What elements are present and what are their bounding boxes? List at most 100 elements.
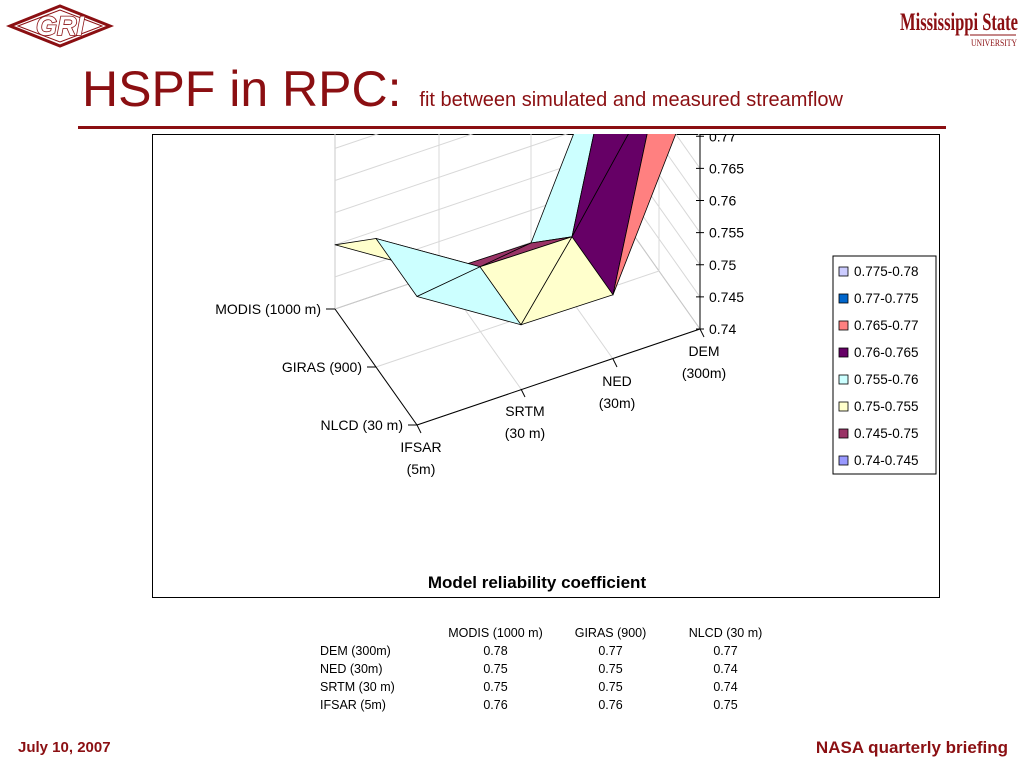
data-table: MODIS (1000 m) GIRAS (900) NLCD (30 m) D… xyxy=(320,624,783,714)
legend-swatch xyxy=(838,293,849,304)
table-header-cell: GIRAS (900) xyxy=(574,626,647,640)
category-label-line: (300m) xyxy=(682,365,726,381)
legend-item: 0.745-0.75 xyxy=(838,426,919,441)
category-label: DEM (300m) xyxy=(682,343,726,381)
table-cell: 0.75 xyxy=(483,680,508,694)
table-row-label: NED (30m) xyxy=(320,662,383,676)
z-tick-label: 0.745 xyxy=(709,289,744,305)
table-header-cell: MODIS (1000 m) xyxy=(448,626,543,640)
legend-swatch xyxy=(838,401,849,412)
category-label-line: (30m) xyxy=(599,395,636,411)
table-row: SRTM (30 m) 0.75 0.75 0.74 xyxy=(320,678,783,696)
z-tick-label: 0.765 xyxy=(709,160,744,176)
slide-subtitle: fit between simulated and measured strea… xyxy=(419,89,843,111)
legend-label: 0.765-0.77 xyxy=(854,318,919,333)
legend: 0.775-0.78 0.77-0.775 0.765-0.77 0.76-0.765… xyxy=(832,255,937,475)
mississippi-state-logo: Mississippi State UNIVERSITY xyxy=(898,2,1020,52)
legend-swatch xyxy=(838,455,849,466)
category-label-line: IFSAR xyxy=(400,439,441,455)
surface-facet xyxy=(520,236,614,326)
table-cell: 0.77 xyxy=(713,644,738,658)
table-cell: 0.76 xyxy=(598,698,623,712)
table-header-row: MODIS (1000 m) GIRAS (900) NLCD (30 m) xyxy=(320,624,783,642)
slide-title-main: HSPF in RPC: xyxy=(82,61,402,117)
msu-logo-graphic: Mississippi State UNIVERSITY xyxy=(900,9,1018,48)
gri-logo: GRI xyxy=(4,4,116,48)
legend-swatch xyxy=(838,347,849,358)
table-cell: 0.74 xyxy=(713,662,738,676)
legend-item: 0.755-0.76 xyxy=(838,372,919,387)
category-label-line: (5m) xyxy=(407,461,436,477)
category-tick xyxy=(520,388,526,398)
category-tick xyxy=(416,424,422,434)
legend-swatch xyxy=(838,374,849,385)
slide-title: HSPF in RPC: fit between simulated and m… xyxy=(82,64,843,114)
table-cell: 0.76 xyxy=(483,698,508,712)
series-label: MODIS (1000 m) xyxy=(215,301,321,317)
series-label: NLCD (30 m) xyxy=(321,417,403,433)
gri-logo-graphic: GRI xyxy=(5,4,115,48)
table-header-cell xyxy=(320,624,438,642)
gridline xyxy=(334,134,701,201)
legend-label: 0.76-0.765 xyxy=(854,345,919,360)
legend-item: 0.76-0.765 xyxy=(838,345,919,360)
category-label-line: (30 m) xyxy=(505,425,545,441)
surface-chart: 0.740.7450.750.7550.760.7650.770.7750.78… xyxy=(215,134,937,592)
category-label: NED (30m) xyxy=(599,373,636,411)
table-row-label: DEM (300m) xyxy=(320,644,391,658)
series-label: GIRAS (900) xyxy=(282,359,362,375)
table-header: MODIS (1000 m) GIRAS (900) NLCD (30 m) xyxy=(320,624,783,642)
table-header-cell: NLCD (30 m) xyxy=(688,626,763,640)
msu-logo-subtext: UNIVERSITY xyxy=(971,38,1017,48)
legend-swatch xyxy=(838,320,849,331)
gridline xyxy=(334,134,701,233)
footer-briefing: NASA quarterly briefing xyxy=(815,738,1008,757)
z-tick-label: 0.75 xyxy=(709,257,736,273)
legend-label: 0.755-0.76 xyxy=(854,372,919,387)
legend-label: 0.74-0.745 xyxy=(854,453,919,468)
surface xyxy=(334,134,677,326)
table-row: DEM (300m) 0.78 0.77 0.77 xyxy=(320,642,783,660)
category-tick xyxy=(699,328,705,338)
legend-label: 0.775-0.78 xyxy=(854,264,919,279)
z-tick-label: 0.74 xyxy=(709,321,736,337)
z-tick-label: 0.77 xyxy=(709,134,736,144)
table-row: IFSAR (5m) 0.76 0.76 0.75 xyxy=(320,696,783,714)
chart-frame xyxy=(152,134,940,598)
legend-item: 0.77-0.775 xyxy=(838,291,919,306)
legend-swatch xyxy=(838,428,849,439)
legend-swatch xyxy=(838,266,849,277)
legend-label: 0.77-0.775 xyxy=(854,291,919,306)
category-label: SRTM (30 m) xyxy=(505,403,545,441)
table-cell: 0.75 xyxy=(598,680,623,694)
table-cell: 0.75 xyxy=(713,698,738,712)
category-label: IFSAR (5m) xyxy=(400,439,441,477)
z-tick-label: 0.755 xyxy=(709,225,744,241)
category-tick xyxy=(612,358,618,368)
table-cell: 0.77 xyxy=(598,644,623,658)
msu-logo-text: Mississippi State xyxy=(900,9,1018,36)
title-rule xyxy=(78,126,946,129)
table-cell: 0.75 xyxy=(483,662,508,676)
surface-facet xyxy=(416,266,522,326)
table-row-label: IFSAR (5m) xyxy=(320,698,386,712)
table-body: DEM (300m) 0.78 0.77 0.77 NED (30m) 0.75… xyxy=(320,642,783,714)
table-row-label: SRTM (30 m) xyxy=(320,680,395,694)
series-axis: MODIS (1000 m) GIRAS (900) NLCD (30 m) xyxy=(215,301,418,433)
legend-item: 0.74-0.745 xyxy=(838,453,919,468)
footer-date: July 10, 2007 xyxy=(18,739,111,756)
category-label-line: DEM xyxy=(688,343,719,359)
category-label-line: SRTM xyxy=(505,403,544,419)
legend-item: 0.775-0.78 xyxy=(838,264,919,279)
z-tick-label: 0.76 xyxy=(709,193,736,209)
chart-title: Model reliability coefficient xyxy=(428,573,647,592)
table-cell: 0.75 xyxy=(598,662,623,676)
table-row: NED (30m) 0.75 0.75 0.74 xyxy=(320,660,783,678)
category-axis: IFSAR (5m) SRTM (30 m) NED (30m) DEM (300m) xyxy=(400,328,726,477)
legend-item: 0.765-0.77 xyxy=(838,318,919,333)
legend-label: 0.745-0.75 xyxy=(854,426,919,441)
legend-label: 0.75-0.755 xyxy=(854,399,919,414)
table-cell: 0.74 xyxy=(713,680,738,694)
table-cell: 0.78 xyxy=(483,644,508,658)
